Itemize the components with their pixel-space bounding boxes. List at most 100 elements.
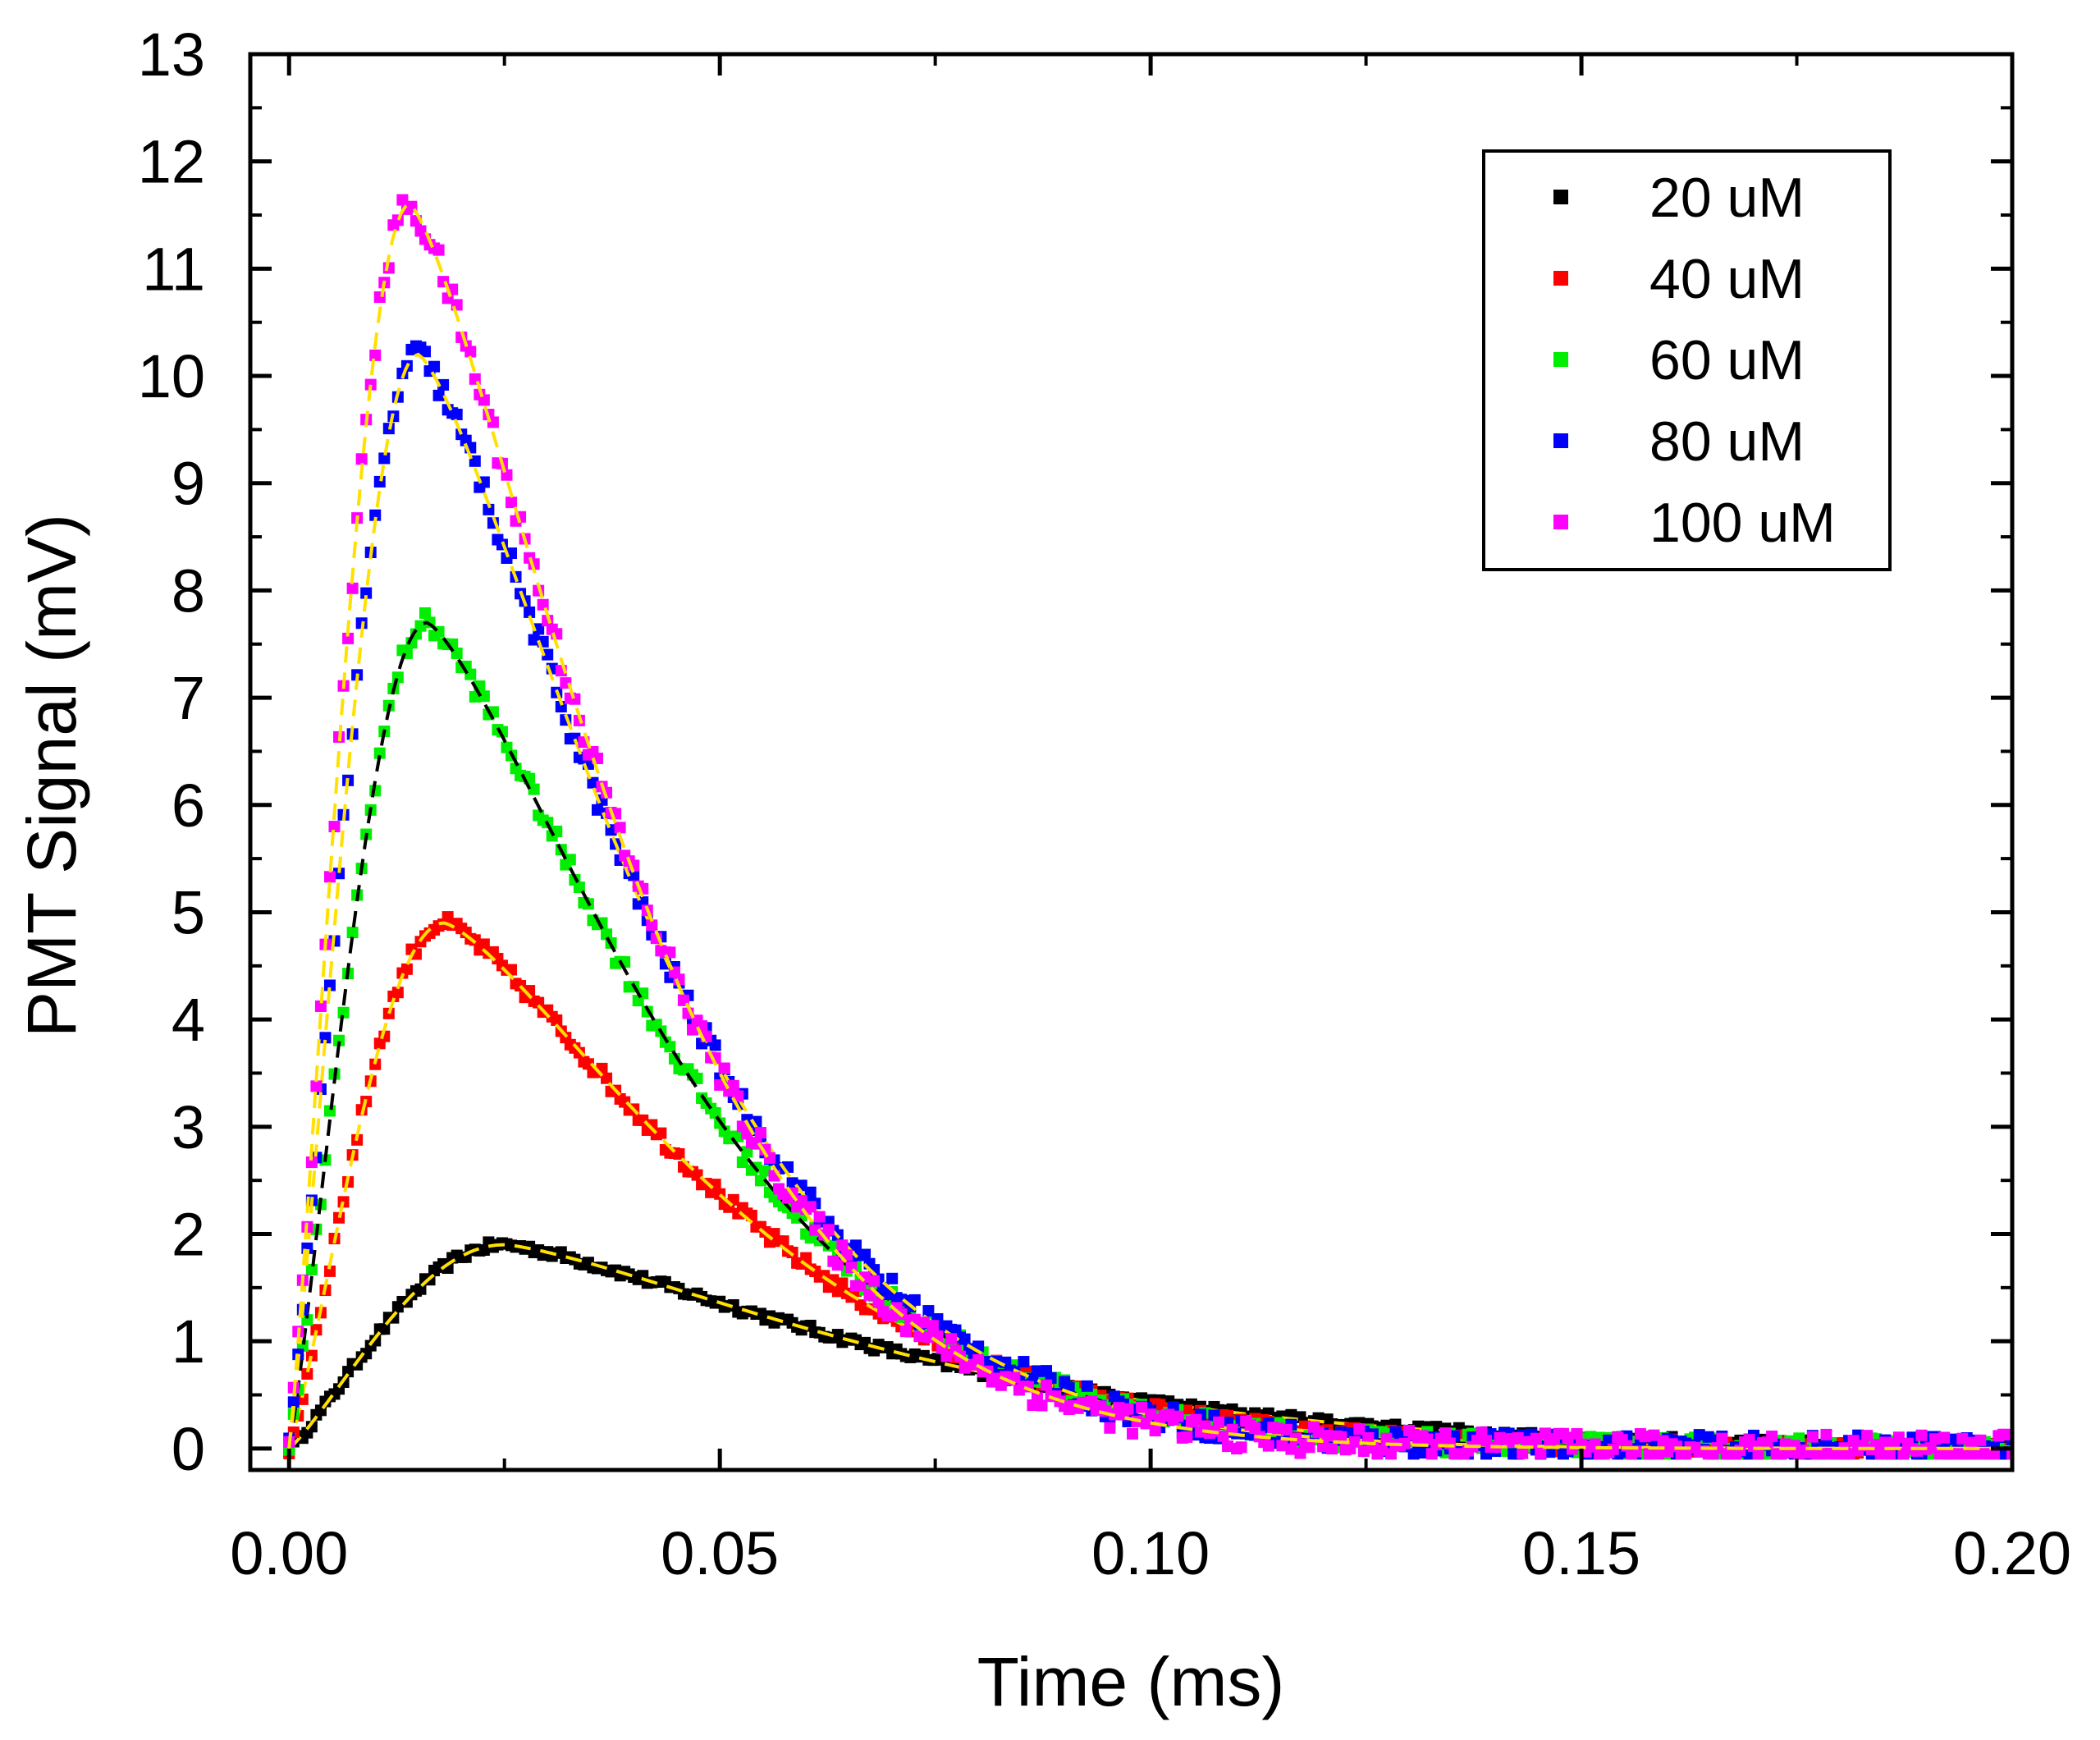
- data-point: [727, 1079, 739, 1092]
- data-point: [804, 1201, 817, 1213]
- y-tick-label: 3: [172, 1093, 205, 1161]
- data-point: [1775, 1448, 1787, 1460]
- data-point: [391, 214, 404, 227]
- data-point: [1897, 1448, 1910, 1460]
- y-tick-label: 6: [172, 772, 205, 840]
- data-point: [1815, 1448, 1828, 1460]
- data-point: [1892, 1431, 1905, 1444]
- data-point: [432, 389, 445, 401]
- data-point: [1326, 1443, 1338, 1455]
- data-point: [1924, 1442, 1937, 1454]
- data-point: [314, 1000, 327, 1012]
- data-point: [628, 869, 640, 881]
- data-point: [287, 1396, 300, 1408]
- data-point: [305, 1156, 318, 1169]
- data-point: [478, 394, 490, 406]
- data-point: [1544, 1446, 1556, 1458]
- y-tick-label: 2: [172, 1201, 205, 1269]
- data-point: [569, 693, 581, 705]
- data-point: [478, 690, 490, 703]
- legend: 20 uM 40 uM 60 uM 80 uM 100 uM: [1482, 149, 1892, 571]
- legend-marker: [1553, 515, 1568, 529]
- data-point: [323, 979, 336, 991]
- data-point: [809, 1224, 821, 1236]
- data-point: [1145, 1408, 1157, 1421]
- data-point: [391, 987, 404, 999]
- y-tick-label: 4: [172, 986, 205, 1054]
- data-point: [1303, 1441, 1315, 1454]
- data-point: [1639, 1431, 1651, 1443]
- data-point: [836, 1277, 849, 1289]
- data-point: [1217, 1430, 1229, 1442]
- data-point: [2002, 1428, 2012, 1440]
- data-point: [1018, 1356, 1030, 1368]
- data-point: [995, 1379, 1007, 1391]
- data-point: [1317, 1440, 1329, 1453]
- data-point: [849, 1239, 862, 1252]
- data-point: [378, 452, 391, 465]
- data-point: [655, 1127, 667, 1139]
- data-point: [378, 1323, 391, 1335]
- data-point: [859, 1248, 872, 1261]
- data-point: [1335, 1431, 1347, 1443]
- data-point: [1960, 1448, 1973, 1460]
- data-point: [1439, 1427, 1452, 1440]
- data-point: [822, 1224, 835, 1236]
- data-point: [687, 1023, 699, 1036]
- data-point: [591, 804, 603, 816]
- data-point: [1362, 1431, 1375, 1444]
- data-point: [573, 881, 585, 894]
- data-point: [369, 1058, 382, 1070]
- data-point: [524, 606, 536, 618]
- data-point: [1357, 1445, 1370, 1458]
- data-point: [373, 747, 386, 759]
- data-point: [1847, 1435, 1860, 1447]
- x-tick-label: 0.15: [1522, 1519, 1640, 1587]
- data-point: [1081, 1380, 1093, 1392]
- data-point: [1956, 1432, 1969, 1445]
- data-point: [718, 1062, 730, 1074]
- data-point: [1512, 1431, 1524, 1444]
- data-point: [1235, 1441, 1247, 1454]
- data-point: [1384, 1448, 1397, 1460]
- data-point: [1657, 1435, 1669, 1447]
- data-point: [323, 871, 336, 883]
- data-point: [868, 1275, 881, 1287]
- data-point: [346, 582, 359, 594]
- data-point: [414, 1283, 427, 1295]
- data-point: [478, 938, 490, 950]
- data-point: [958, 1333, 971, 1345]
- data-point: [391, 671, 404, 684]
- y-tick-label: 13: [138, 21, 205, 89]
- y-tick-label: 7: [172, 664, 205, 732]
- data-point: [926, 1320, 939, 1332]
- legend-label: 40 uM: [1649, 248, 1805, 310]
- data-point: [2006, 1448, 2012, 1460]
- data-point: [483, 503, 495, 515]
- data-point: [551, 1014, 563, 1026]
- data-point: [1348, 1436, 1361, 1448]
- data-point: [732, 1130, 744, 1142]
- data-point: [601, 928, 613, 941]
- y-axis-title: PMT Signal (mV): [13, 514, 90, 1037]
- data-point: [1702, 1431, 1714, 1443]
- data-point: [396, 194, 409, 206]
- data-point: [1820, 1428, 1832, 1440]
- x-axis: 0.00 0.05 0.10 0.15 0.20: [230, 54, 2071, 1587]
- data-point: [373, 475, 386, 488]
- data-point: [1874, 1448, 1887, 1460]
- data-point: [328, 821, 341, 833]
- data-point: [754, 1127, 766, 1139]
- data-point: [1517, 1447, 1529, 1459]
- data-point: [1375, 1444, 1388, 1456]
- plot-series-layer: [283, 194, 2012, 1460]
- data-point: [1766, 1430, 1778, 1442]
- data-point: [1181, 1404, 1193, 1417]
- data-point: [528, 783, 540, 795]
- data-point: [1652, 1448, 1664, 1460]
- data-point: [922, 1331, 935, 1344]
- data-point: [1380, 1432, 1393, 1445]
- data-point: [305, 1421, 318, 1433]
- legend-marker: [1553, 190, 1568, 204]
